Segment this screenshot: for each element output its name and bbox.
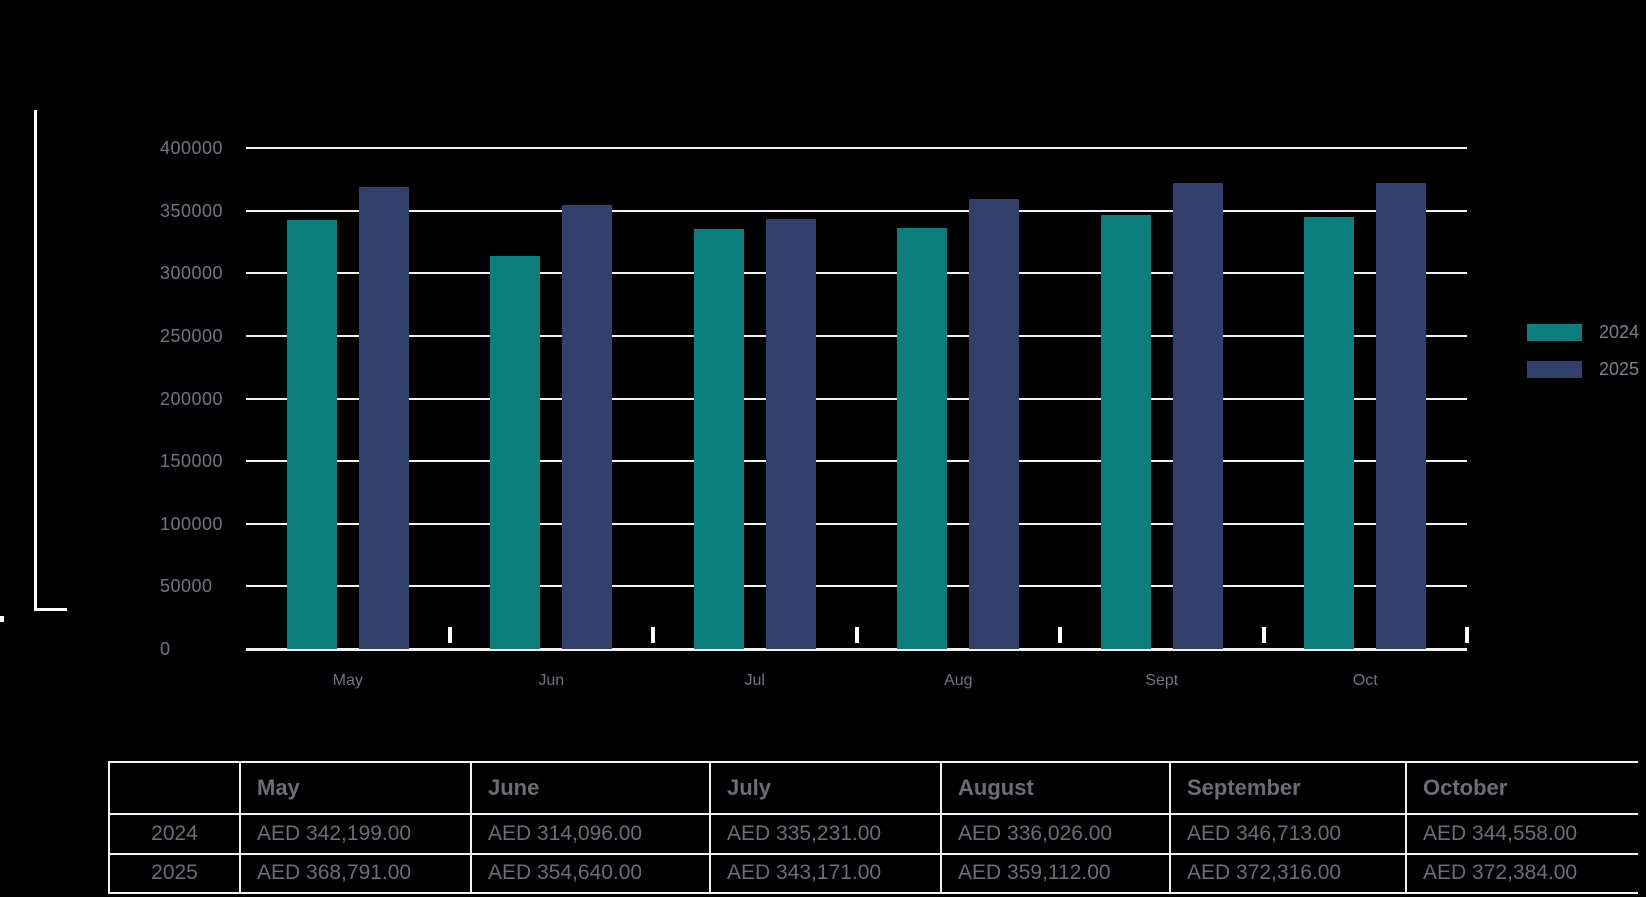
- table-row-2025: 2025 AED 368,791.00 AED 354,640.00 AED 343,…: [108, 852, 1638, 894]
- monthly-revenue-bar-chart: 400000 350000 300000 250000 200000 150000 1000…: [160, 138, 1469, 689]
- value-cell-2024-May: AED 342,199.00: [239, 813, 472, 855]
- bar-2024-Sept: [1100, 214, 1151, 649]
- x-axis-tick-2: [651, 627, 655, 643]
- value-cell-2024-July: AED 335,231.00: [709, 813, 942, 855]
- gridline-200000: [246, 397, 1467, 400]
- table-row-2024: 2024 AED 342,199.00 AED 314,096.00 AED 335,…: [108, 813, 1638, 855]
- gridline-350000: [246, 209, 1467, 212]
- legend-item-2024[interactable]: 2024: [1527, 322, 1640, 342]
- value-cell-2024-September: AED 346,713.00: [1169, 813, 1407, 855]
- table-header-cell-empty: [108, 761, 241, 815]
- row-label-2024: 2024: [108, 813, 241, 855]
- x-axis-tick-6: [1465, 627, 1469, 643]
- bar-2024-Jul: [693, 229, 744, 649]
- gridline-50000: [246, 585, 1467, 588]
- x-axis-tick-1: [447, 627, 452, 643]
- legend-swatch-2024: [1527, 324, 1582, 341]
- y-axis-label-200000: 200000: [160, 388, 224, 409]
- legend-label-2024: 2024: [1599, 322, 1640, 342]
- gridline-150000: [246, 460, 1467, 463]
- value-cell-2024-June: AED 314,096.00: [470, 813, 711, 855]
- y-axis-label-50000: 50000: [160, 576, 213, 597]
- monthly-values-table: May June July August September October 2024 AE…: [108, 761, 1638, 894]
- gridline-300000: [246, 272, 1467, 275]
- legend-label-2025: 2025: [1599, 359, 1640, 379]
- x-axis-tick-5: [1261, 627, 1266, 643]
- value-cell-2025-August: AED 359,112.00: [940, 852, 1171, 894]
- left-bracket-vertical-line: [34, 110, 37, 608]
- bar-2024-Jun: [490, 255, 541, 649]
- table-header-row: May June July August September October: [108, 761, 1638, 815]
- legend-item-2025[interactable]: 2025: [1527, 359, 1640, 379]
- value-cell-2025-September: AED 372,316.00: [1169, 852, 1407, 894]
- y-axis-label-100000: 100000: [160, 513, 224, 534]
- bar-2024-May: [286, 220, 337, 649]
- y-axis-label-150000: 150000: [160, 451, 224, 472]
- left-bracket-foot-line: [34, 608, 67, 611]
- bar-2025-Jun: [562, 204, 613, 649]
- x-axis-label-Sept: Sept: [1145, 672, 1179, 689]
- y-axis-label-0: 0: [160, 639, 171, 659]
- gridline-250000: [246, 334, 1467, 337]
- y-axis-label-350000: 350000: [160, 200, 224, 221]
- y-axis-label-400000: 400000: [160, 138, 224, 158]
- row-label-2025: 2025: [108, 852, 241, 894]
- bar-2025-Jul: [765, 219, 816, 649]
- x-axis-label-May: May: [332, 672, 363, 689]
- table-header-cell-October: October: [1405, 761, 1638, 815]
- table-header-cell-May: May: [239, 761, 472, 815]
- table-header-cell-July: July: [709, 761, 942, 815]
- x-axis-label-Oct: Oct: [1352, 672, 1378, 689]
- table-header-cell-June: June: [470, 761, 711, 815]
- x-axis-label-Aug: Aug: [944, 672, 973, 689]
- value-cell-2024-October: AED 344,558.00: [1405, 813, 1638, 855]
- value-cell-2025-May: AED 368,791.00: [239, 852, 472, 894]
- x-axis-tick-4: [1058, 627, 1062, 643]
- gridline-100000: [246, 522, 1467, 525]
- table-header: May June July August September October: [108, 761, 1638, 815]
- value-cell-2024-August: AED 336,026.00: [940, 813, 1171, 855]
- value-cell-2025-October: AED 372,384.00: [1405, 852, 1638, 894]
- y-axis-label-300000: 300000: [160, 263, 224, 284]
- value-cell-2025-July: AED 343,171.00: [709, 852, 942, 894]
- x-axis-tick-3: [854, 627, 859, 643]
- bar-2024-Aug: [897, 228, 948, 649]
- table-body: 2024 AED 342,199.00 AED 314,096.00 AED 335,…: [108, 813, 1638, 894]
- y-axis-label-250000: 250000: [160, 325, 224, 346]
- table-header-cell-September: September: [1169, 761, 1407, 815]
- legend-swatch-2025: [1527, 361, 1582, 378]
- x-axis-label-Jun: Jun: [538, 672, 565, 689]
- left-edge-mark: [0, 616, 4, 622]
- value-cell-2025-June: AED 354,640.00: [470, 852, 711, 894]
- table-header-cell-August: August: [940, 761, 1171, 815]
- bar-2025-Sept: [1172, 182, 1223, 649]
- bar-2025-Oct: [1376, 182, 1427, 649]
- bar-2025-Aug: [969, 199, 1020, 649]
- x-axis-label-Jul: Jul: [744, 672, 765, 689]
- bar-2024-Oct: [1304, 217, 1355, 649]
- monthly-values-table-wrap: May June July August September October 2024 AE…: [108, 761, 1638, 894]
- bar-2025-May: [358, 187, 409, 649]
- gridline-0: [246, 648, 1467, 651]
- gridline-400000: [246, 147, 1467, 149]
